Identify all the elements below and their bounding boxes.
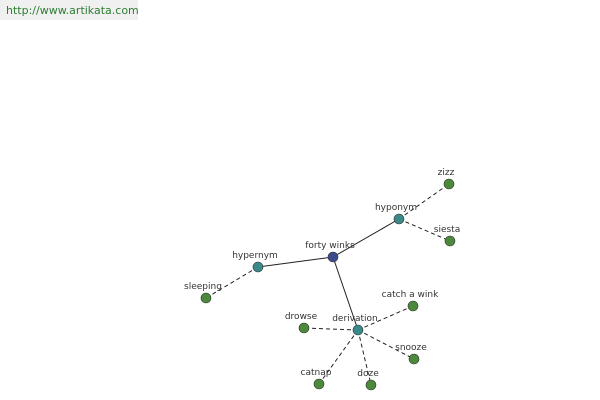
edge — [257, 256, 334, 268]
url[interactable]: http://www.artikata.com — [6, 4, 139, 17]
node-label[interactable]: drowse — [285, 312, 318, 322]
node-label[interactable]: forty winks — [305, 241, 355, 251]
node[interactable] — [408, 353, 420, 365]
node[interactable] — [393, 213, 405, 225]
node[interactable] — [298, 322, 310, 334]
node-label[interactable]: catnap — [301, 368, 332, 378]
node-label[interactable]: hypernym — [232, 251, 278, 261]
node-label[interactable]: hyponym — [375, 203, 417, 213]
edge — [332, 218, 400, 258]
node-label[interactable]: snooze — [395, 343, 427, 353]
node[interactable] — [252, 261, 264, 273]
edge — [205, 266, 259, 299]
header: http://www.artikata.com — [0, 0, 139, 20]
edge — [357, 329, 372, 386]
node[interactable] — [327, 251, 339, 263]
node[interactable] — [365, 379, 377, 391]
edge — [398, 183, 450, 220]
edge — [357, 305, 414, 331]
edge — [357, 329, 415, 360]
node[interactable] — [407, 300, 419, 312]
node[interactable] — [443, 178, 455, 190]
node-label[interactable]: siesta — [434, 225, 460, 235]
edge — [332, 256, 359, 331]
edge — [398, 218, 451, 242]
node[interactable] — [313, 378, 325, 390]
node[interactable] — [352, 324, 364, 336]
node[interactable] — [200, 292, 212, 304]
node-label[interactable]: sleeping — [184, 282, 222, 292]
node-label[interactable]: derivation — [332, 314, 378, 324]
node[interactable] — [444, 235, 456, 247]
edge — [303, 327, 359, 331]
node-label[interactable]: zizz — [438, 168, 455, 178]
node-label[interactable]: doze — [357, 369, 379, 379]
node-label[interactable]: catch a wink — [382, 290, 439, 300]
